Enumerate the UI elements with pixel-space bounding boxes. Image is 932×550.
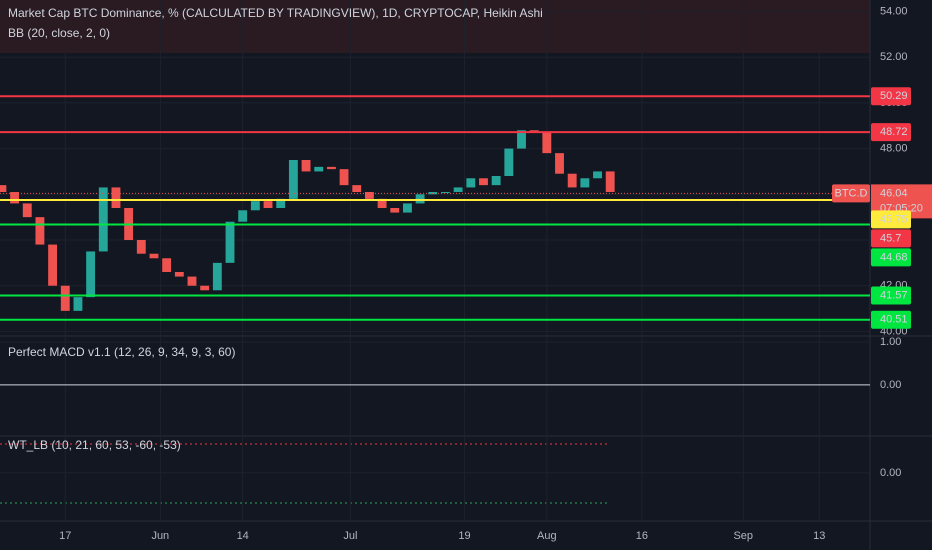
candle-body	[415, 194, 425, 204]
level-tag	[871, 87, 911, 106]
candle-body	[326, 166, 336, 170]
y-tick-label: 54.00	[880, 5, 908, 17]
candle-body	[136, 240, 146, 254]
pane-tick-label: 0.00	[880, 379, 901, 391]
level-tag	[871, 229, 911, 248]
y-tick-label: 48.00	[880, 142, 908, 154]
candle-body	[377, 198, 387, 208]
y-tick-label: 52.00	[880, 51, 908, 63]
marks	[0, 0, 870, 521]
candle-body	[555, 153, 564, 174]
pane-title: Perfect MACD v1.1 (12, 26, 9, 34, 9, 3, …	[8, 345, 235, 359]
level-tag	[871, 286, 911, 305]
x-tick-label: 19	[458, 530, 470, 542]
candle-body	[339, 169, 349, 186]
symbol-label: BTC.D	[835, 187, 868, 199]
x-tick-label: Aug	[537, 530, 557, 542]
pane-tick-label: 1.00	[880, 336, 901, 348]
candle-body	[149, 253, 159, 259]
level-tag	[871, 123, 911, 142]
candle-body	[593, 171, 602, 179]
candle-body	[98, 187, 108, 252]
level-label: 41.57	[880, 289, 908, 301]
candle-body	[301, 160, 311, 172]
level-label: 45.75	[880, 213, 908, 225]
candle-body	[60, 285, 70, 311]
candle-body	[200, 285, 210, 291]
candle-body	[504, 148, 514, 176]
level-label: 45.7	[880, 232, 901, 244]
candle-body	[542, 132, 552, 154]
candle-body	[580, 178, 590, 188]
shaded-zone	[0, 0, 870, 53]
candle-body	[276, 198, 286, 208]
candle-body	[517, 130, 526, 149]
chart-title: Market Cap BTC Dominance, % (CALCULATED …	[8, 6, 543, 20]
level-label: 40.51	[880, 314, 908, 326]
candle-body	[364, 192, 374, 199]
candle-body	[403, 203, 412, 213]
x-tick-label: 13	[813, 530, 825, 542]
pane-title: WT_LB (10, 21, 60, 53, -60, -53)	[8, 438, 181, 452]
candle-body	[250, 201, 260, 211]
candle-body	[441, 192, 450, 193]
candle-body	[187, 276, 197, 286]
candle-body	[111, 187, 121, 208]
x-tick-label: Jul	[343, 530, 357, 542]
x-tick-label: Sep	[733, 530, 753, 542]
candle-body	[390, 208, 400, 213]
candle-body	[491, 176, 501, 186]
x-tick-label: 17	[59, 530, 71, 542]
candle-body	[48, 244, 58, 286]
x-tick-label: 14	[237, 530, 249, 542]
last-price-label: 46.04	[880, 187, 908, 199]
candle-body	[314, 166, 324, 172]
indicator-title: BB (20, close, 2, 0)	[8, 26, 110, 40]
level-tag	[871, 310, 911, 329]
candle-body	[225, 221, 235, 263]
candle-body	[35, 217, 45, 245]
level-label: 48.72	[880, 126, 908, 138]
level-tag	[871, 248, 911, 267]
candle-body	[288, 160, 298, 199]
candle-body	[10, 192, 20, 204]
level-tag	[871, 210, 911, 229]
candle-body	[453, 187, 463, 192]
pane-tick-label: 0.00	[880, 467, 901, 479]
candle-body	[466, 178, 476, 188]
candle-body	[162, 258, 172, 272]
candle-body	[352, 185, 362, 192]
x-tick-label: 16	[636, 530, 648, 542]
candle-body	[567, 173, 577, 188]
candle-body	[263, 201, 273, 208]
candle-body	[238, 210, 248, 222]
candle-body	[73, 297, 83, 311]
candle-body	[605, 171, 615, 192]
symbol-tag	[832, 184, 870, 203]
candle-body	[479, 178, 488, 186]
candle-body	[212, 262, 222, 291]
candle-body	[22, 203, 32, 218]
x-tick-label: Jun	[151, 530, 169, 542]
candle-body	[0, 185, 7, 192]
candle-body	[174, 272, 184, 277]
candle-body	[86, 251, 96, 298]
level-label: 44.68	[880, 251, 908, 263]
level-label: 50.29	[880, 90, 908, 102]
